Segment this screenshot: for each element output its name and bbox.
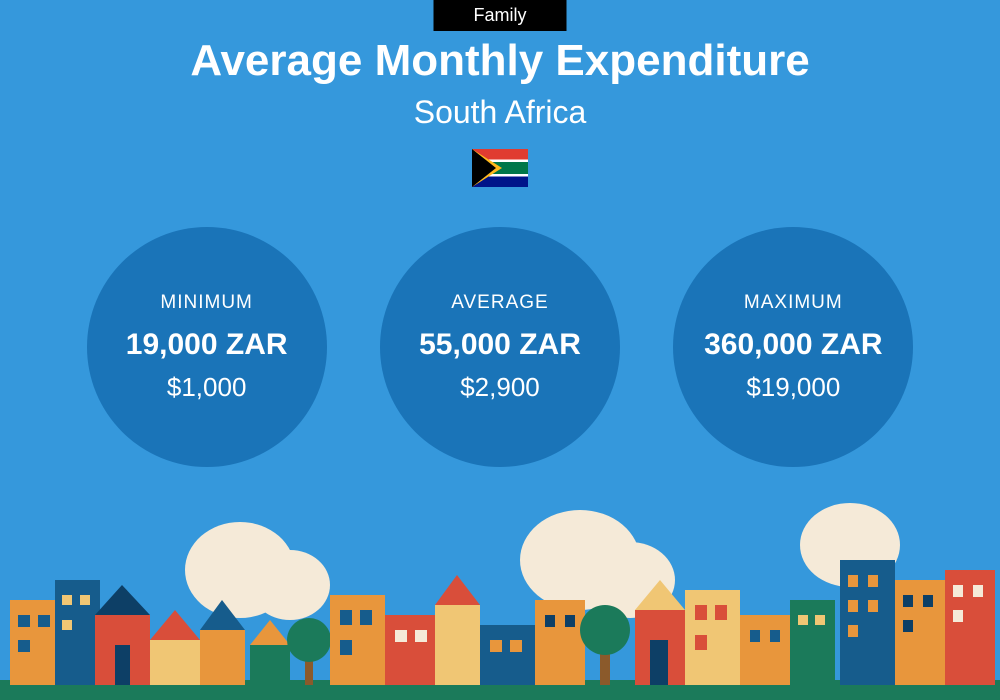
stats-circles: MINIMUM 19,000 ZAR $1,000 AVERAGE 55,000… (0, 227, 1000, 467)
circle-label: AVERAGE (451, 292, 548, 314)
circle-main-value: 55,000 ZAR (419, 328, 581, 362)
circle-sub-value: $19,000 (746, 372, 840, 403)
category-tag: Family (434, 0, 567, 31)
maximum-circle: MAXIMUM 360,000 ZAR $19,000 (673, 227, 913, 467)
circle-label: MAXIMUM (744, 292, 843, 314)
cityscape-illustration (0, 500, 1000, 700)
infographic-container: Family Average Monthly Expenditure South… (0, 0, 1000, 700)
south-africa-flag-icon (472, 149, 528, 187)
circle-sub-value: $1,000 (167, 372, 247, 403)
circle-main-value: 360,000 ZAR (704, 328, 882, 362)
average-circle: AVERAGE 55,000 ZAR $2,900 (380, 227, 620, 467)
circle-sub-value: $2,900 (460, 372, 540, 403)
circle-label: MINIMUM (160, 292, 252, 314)
minimum-circle: MINIMUM 19,000 ZAR $1,000 (87, 227, 327, 467)
circle-main-value: 19,000 ZAR (126, 328, 288, 362)
country-subtitle: South Africa (0, 94, 1000, 131)
